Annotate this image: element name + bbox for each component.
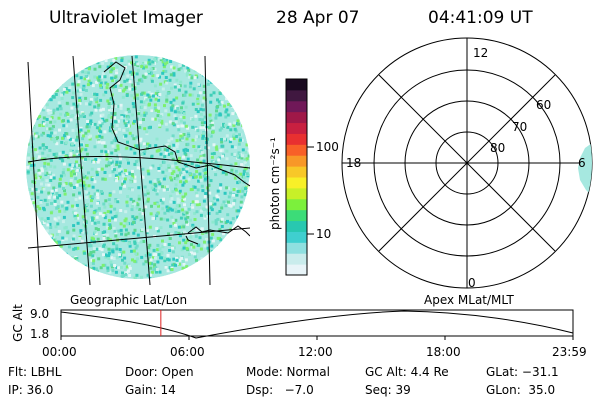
colorbar-segment — [286, 89, 307, 102]
gc-alt-info: GC Alt: 4.4 Re — [365, 365, 449, 379]
parallel-line — [27, 155, 250, 169]
auroral-oval-edge — [578, 143, 592, 196]
map-overlay — [27, 55, 250, 285]
date-label: 28 Apr 07 — [276, 8, 360, 28]
colorbar-segment — [286, 253, 307, 265]
colorbar-label: photon cm⁻²s⁻¹ — [268, 137, 282, 230]
colorbar-tick-10: 10 — [316, 227, 332, 241]
altitude-curve — [60, 310, 574, 339]
colorbar-segment — [286, 177, 307, 189]
timeline-x-tick-1200: 12:00 — [298, 345, 333, 359]
colorbar-segment — [286, 209, 307, 222]
colorbar-segment — [286, 264, 307, 276]
colorbar-segment — [286, 198, 307, 211]
colorbar-segment — [286, 220, 307, 232]
lat-label-60: 60 — [536, 98, 552, 112]
colorbar-segment — [286, 242, 307, 254]
colorbar-segment — [286, 122, 307, 134]
mlt-label-6: 6 — [578, 156, 586, 170]
mlt-label-18: 18 — [346, 156, 362, 170]
seq-info: Seq: 39 — [365, 383, 411, 397]
timeline-right-title: Apex MLat/MLT — [424, 293, 514, 307]
colorbar-segment — [286, 144, 307, 156]
colorbar-segment — [286, 133, 307, 145]
polar-diagonal — [378, 74, 556, 252]
meridian-line — [72, 55, 91, 285]
gain-info: Gain: 14 — [125, 383, 176, 397]
timeline-x-tick-2359: 23:59 — [552, 345, 587, 359]
colorbar — [286, 79, 307, 276]
mlt-label-0: 0 — [468, 276, 476, 290]
colorbar-segment — [286, 187, 307, 200]
lat-label-80: 80 — [490, 141, 506, 155]
time-label: 04:41:09 UT — [428, 8, 533, 28]
coastline — [103, 61, 250, 187]
timeline-x-ticks — [60, 336, 574, 340]
timeline-axis-label: GC Alt — [11, 304, 25, 342]
colorbar-segment — [286, 231, 307, 243]
colorbar-segment — [286, 111, 307, 124]
colorbar-segment — [286, 100, 307, 113]
meridian-line — [131, 55, 151, 285]
timeline-x-tick-1800: 18:00 — [426, 345, 461, 359]
timeline-left-title: Geographic Lat/Lon — [70, 293, 188, 307]
colorbar-segment — [286, 155, 307, 167]
dsp-info: Dsp: −7.0 — [246, 383, 314, 397]
lat-label-70: 70 — [512, 120, 528, 134]
coastline — [187, 225, 250, 237]
coastline — [185, 235, 199, 245]
colorbar-tick-100: 100 — [316, 140, 339, 154]
timeline-x-tick-0600: 06:00 — [170, 345, 205, 359]
meridian-line — [27, 61, 41, 285]
mode-info: Mode: Normal — [246, 365, 330, 379]
colorbar-frame — [285, 78, 308, 276]
meridian-line — [204, 55, 211, 285]
polar-grid — [341, 37, 593, 289]
parallel-line — [27, 227, 250, 249]
colorbar-segment — [286, 166, 307, 178]
filter-info: Flt: LBHL — [8, 365, 62, 379]
ip-info: IP: 36.0 — [8, 383, 54, 397]
timeline-y-tick-9: 9.0 — [30, 307, 50, 321]
colorbar-segment — [286, 79, 307, 91]
timeline-y-tick-1.8: 1.8 — [30, 327, 50, 341]
timeline-x-tick-0000: 00:00 — [42, 345, 77, 359]
glon-info: GLon: 35.0 — [486, 383, 556, 397]
mlt-label-12: 12 — [473, 46, 489, 60]
glat-info: GLat: −31.1 — [486, 365, 559, 379]
instrument-title: Ultraviolet Imager — [49, 8, 203, 28]
door-info: Door: Open — [125, 365, 194, 379]
